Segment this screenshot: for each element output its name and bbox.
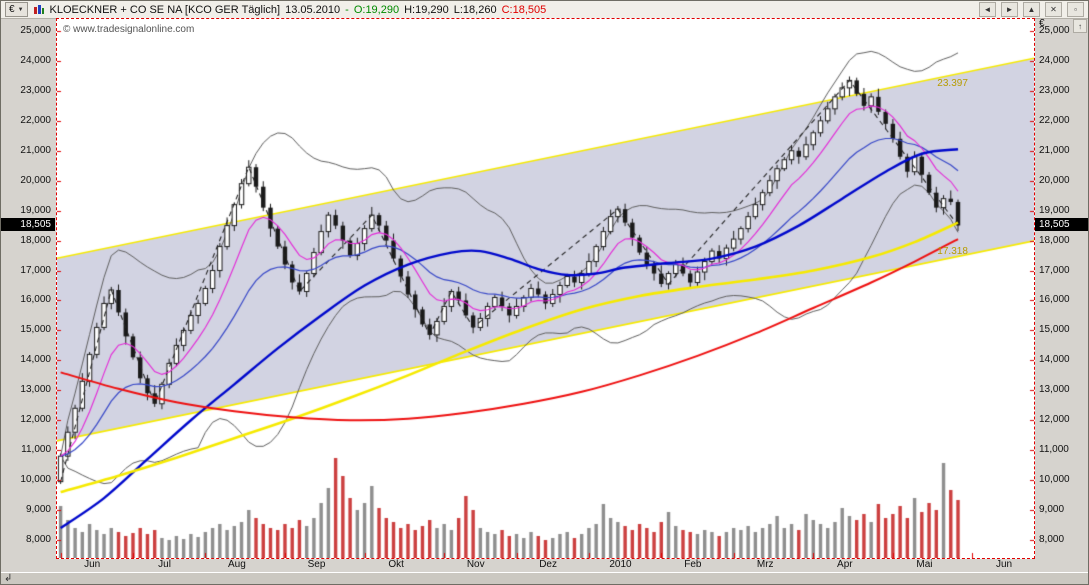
chevron-down-icon: ▼	[17, 6, 24, 13]
y-tick-label: 23,000	[20, 84, 51, 96]
x-tick-label: Jun	[84, 559, 101, 570]
y-tick-label: 25,000	[1039, 24, 1070, 36]
y-tick-label: 22,000	[20, 114, 51, 126]
y-tick-label: 16,000	[20, 294, 51, 306]
y-tick-label: 20,000	[20, 174, 51, 186]
y-tick-label: 24,000	[1039, 54, 1070, 66]
right-axis-currency-label: €	[1039, 18, 1045, 29]
y-tick-label: 9,000	[1039, 504, 1065, 516]
y-tick-label: 23,000	[1039, 84, 1070, 96]
y-tick-label: 13,000	[20, 384, 51, 396]
y-tick-label: 24,000	[20, 54, 51, 66]
y-tick-label: 14,000	[20, 354, 51, 366]
y-tick-label: 25,000	[20, 24, 51, 36]
window-titlebar: € ▼ KLOECKNER + CO SE NA [KCO GER Täglic…	[1, 1, 1088, 19]
scroll-left-button[interactable]: ◄	[979, 2, 996, 17]
title-separator: -	[345, 3, 349, 16]
scroll-right-button[interactable]: ►	[1001, 2, 1018, 17]
y-tick-label: 15,000	[20, 324, 51, 336]
y-tick-label: 18,000	[1039, 234, 1070, 246]
y-tick-label: 13,000	[1039, 384, 1070, 396]
pane-resize-icon[interactable]: ↲	[4, 572, 13, 584]
x-tick-label: Feb	[684, 559, 702, 570]
x-tick-label: Jul	[158, 559, 171, 570]
window-title: KLOECKNER + CO SE NA [KCO GER Täglich]	[49, 3, 281, 16]
y-tick-label: 10,000	[1039, 474, 1070, 486]
title-close-value: C:18,505	[501, 3, 547, 16]
x-tick-label: Mrz	[756, 559, 774, 570]
y-tick-label: 19,000	[1039, 204, 1070, 216]
x-tick-label: Sep	[307, 559, 326, 570]
last-price-marker-left: 18,505	[1, 218, 55, 232]
plot-area: © www.tradesignalonline.com	[56, 18, 1035, 559]
y-tick-label: 12,000	[20, 414, 51, 426]
y-tick-label: 20,000	[1039, 174, 1070, 186]
title-low-value: L:18,260	[453, 3, 497, 16]
pane-maximize-button[interactable]: ▲	[1023, 2, 1040, 17]
y-tick-label: 21,000	[1039, 144, 1070, 156]
y-tick-label: 16,000	[1039, 294, 1070, 306]
close-button[interactable]: ✕	[1045, 2, 1062, 17]
watermark: © www.tradesignalonline.com	[63, 24, 195, 35]
chart-window-icon	[33, 4, 45, 15]
last-price-marker-right: 18,505	[1035, 218, 1088, 232]
currency-label: €	[9, 4, 15, 15]
y-tick-label: 9,000	[25, 504, 51, 516]
y-tick-label: 14,000	[1039, 354, 1070, 366]
x-tick-label: Jun	[995, 559, 1013, 570]
x-tick-label: Okt	[388, 559, 404, 570]
price-chart-canvas[interactable]	[57, 19, 1034, 558]
y-tick-label: 22,000	[1039, 114, 1070, 126]
channel-upper-value-label: 23.397	[937, 78, 968, 90]
y-tick-label: 8,000	[1039, 534, 1065, 546]
y-tick-label: 15,000	[1039, 324, 1070, 336]
y-tick-label: 8,000	[25, 534, 51, 546]
pane-detach-button[interactable]: ▫	[1067, 2, 1084, 17]
x-tick-label: 2010	[609, 559, 632, 570]
channel-lower-value-label: 17.318	[937, 246, 968, 258]
y-tick-label: 17,000	[20, 264, 51, 276]
y-tick-label: 21,000	[20, 144, 51, 156]
left-price-axis[interactable]: 25,000 24,000 23,000 22,000 21,000 20,000 19,0…	[1, 18, 56, 559]
right-price-axis[interactable]: € ↑ 25,000 24,000 23,000 22,000 21,000 20,000…	[1035, 18, 1088, 559]
bottom-bar: ↲	[1, 572, 1088, 584]
y-tick-label: 10,000	[20, 474, 51, 486]
title-date: 13.05.2010	[285, 3, 341, 16]
title-open-value: O:19,290	[353, 3, 400, 16]
y-tick-label: 18,000	[20, 234, 51, 246]
currency-dropdown[interactable]: € ▼	[5, 2, 28, 17]
title-high-value: H:19,290	[404, 3, 449, 16]
y-tick-label: 11,000	[1039, 444, 1069, 456]
y-tick-label: 17,000	[1039, 264, 1070, 276]
x-tick-label: Apr	[837, 559, 853, 570]
axis-scroll-up-button[interactable]: ↑	[1073, 19, 1087, 33]
y-tick-label: 12,000	[1039, 414, 1070, 426]
y-tick-label: 19,000	[20, 204, 51, 216]
time-axis[interactable]: Jun Jul Aug Sep Okt Nov Dez 2010 Feb Mrz Apr Mai Jun	[56, 559, 1035, 572]
y-tick-label: 11,000	[21, 444, 51, 456]
x-tick-label: Nov	[466, 559, 485, 570]
x-tick-label: Dez	[539, 559, 557, 570]
x-tick-label: Mai	[916, 559, 933, 570]
x-tick-label: Aug	[228, 559, 246, 570]
